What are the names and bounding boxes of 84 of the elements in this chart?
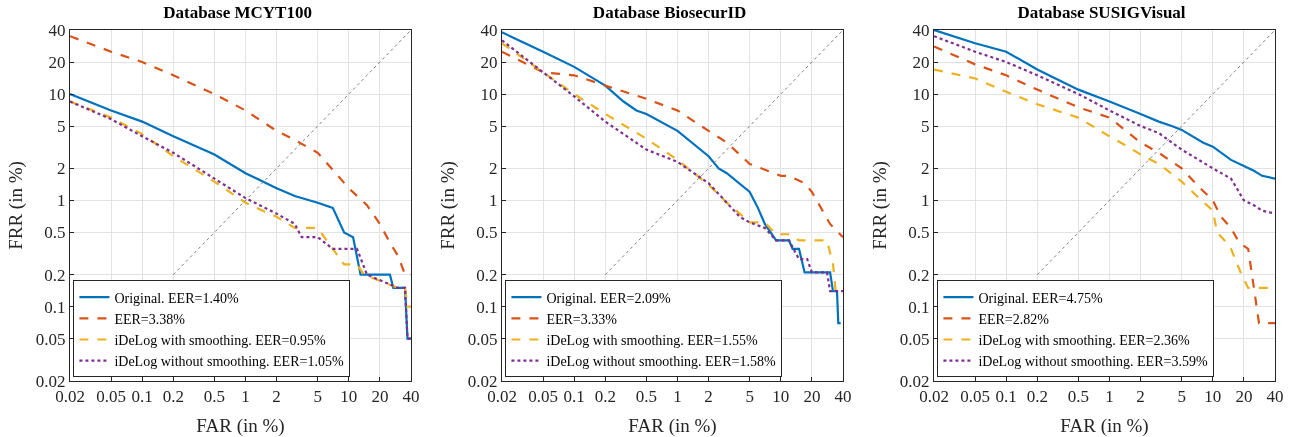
y-tick-label: 20 [912,52,930,72]
legend-label: Original. EER=1.40% [114,290,239,306]
legend-label: EER=3.33% [546,311,618,327]
y-tick-label: 0.02 [35,371,66,391]
legend-label: iDeLog with smoothing. EER=1.55% [546,332,759,348]
chart-title: Database MCYT100 [163,3,312,23]
legend-label: Original. EER=2.09% [546,290,671,306]
y-tick-label: 0.2 [908,265,930,285]
y-tick-label: 2 [57,159,66,179]
legend-label: iDeLog with smoothing. EER=2.36% [978,332,1191,348]
y-tick-label: 40 [48,20,66,40]
x-tick-label: 0.5 [635,387,658,407]
y-tick-label: 5 [57,116,66,136]
x-tick-label: 0.05 [528,387,558,407]
y-axis-title: FRR (in %) [869,161,891,250]
x-tick-label: 1 [241,387,250,407]
x-tick-label: 0.2 [1026,387,1048,407]
x-tick-label: 40 [1266,387,1284,407]
x-axis-title: FAR (in %) [1060,415,1149,437]
x-tick-label: 10 [772,387,790,407]
x-tick-label: 1 [673,387,682,407]
y-tick-label: 0.1 [44,297,66,317]
x-tick-label: 10 [340,387,358,407]
legend-label: Original. EER=4.75% [978,290,1103,306]
chart-title: Database BiosecurID [592,3,747,23]
x-tick-label: 20 [1235,387,1253,407]
y-tick-label: 2 [921,159,930,179]
x-tick-label: 0.1 [563,387,585,407]
x-tick-label: 0.5 [203,387,226,407]
y-tick-label: 40 [912,20,930,40]
y-tick-label: 0.05 [467,329,498,349]
x-tick-label: 0.1 [995,387,1017,407]
x-tick-label: 0.5 [1067,387,1090,407]
x-tick-label: 20 [803,387,821,407]
x-tick-label: 10 [1204,387,1222,407]
legend-label: iDeLog without smoothing. EER=3.59% [978,354,1208,370]
x-tick-label: 0.05 [960,387,990,407]
y-tick-label: 1 [921,191,930,211]
y-axis-title: FRR (in %) [5,161,27,250]
y-tick-label: 0.02 [467,371,498,391]
y-tick-label: 10 [48,84,66,104]
x-tick-label: 0.05 [96,387,126,407]
x-tick-label: 0.2 [594,387,616,407]
y-tick-label: 20 [480,52,498,72]
y-tick-label: 0.5 [908,223,930,243]
x-axis-title: FAR (in %) [196,415,285,437]
legend-label: EER=3.38% [114,311,186,327]
y-tick-label: 10 [912,84,930,104]
y-tick-label: 0.05 [899,329,930,349]
x-tick-label: 0.2 [162,387,184,407]
y-tick-label: 0.05 [35,329,66,349]
legend-label: iDeLog without smoothing. EER=1.58% [546,354,776,370]
y-tick-label: 0.2 [476,265,498,285]
x-tick-label: 2 [272,387,281,407]
x-tick-label: 1 [1105,387,1114,407]
x-tick-label: 20 [371,387,389,407]
x-tick-label: 5 [745,387,754,407]
y-tick-label: 0.5 [476,223,498,243]
y-tick-label: 10 [480,84,498,104]
y-tick-label: 40 [480,20,498,40]
y-axis-title: FRR (in %) [437,161,459,250]
y-tick-label: 5 [489,116,498,136]
chart-title: Database SUSIGVisual [1017,3,1186,23]
x-tick-label: 5 [313,387,322,407]
x-tick-label: 0.1 [131,387,153,407]
y-tick-label: 2 [489,159,498,179]
y-tick-label: 5 [921,116,930,136]
y-tick-label: 0.1 [476,297,498,317]
y-tick-label: 1 [57,191,66,211]
x-axis-title: FAR (in %) [628,415,717,437]
y-tick-label: 20 [48,52,66,72]
y-tick-label: 0.02 [899,371,930,391]
y-tick-label: 0.5 [44,223,66,243]
x-tick-label: 2 [1136,387,1145,407]
x-tick-label: 5 [1177,387,1186,407]
legend-label: EER=2.82% [978,311,1050,327]
y-tick-label: 0.2 [44,265,66,285]
x-tick-label: 40 [834,387,852,407]
x-tick-label: 40 [402,387,420,407]
y-tick-label: 0.1 [908,297,930,317]
x-tick-label: 2 [704,387,713,407]
legend-label: iDeLog without smoothing. EER=1.05% [114,354,344,370]
legend-label: iDeLog with smoothing. EER=0.95% [114,332,327,348]
y-tick-label: 1 [489,191,498,211]
